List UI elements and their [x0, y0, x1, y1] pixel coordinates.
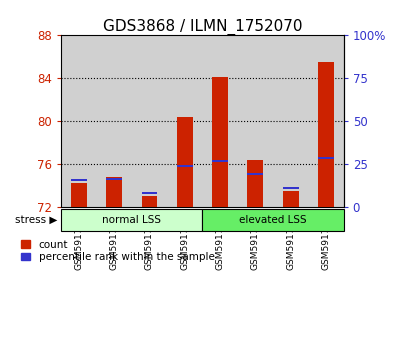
Bar — [308, 35, 344, 207]
Bar — [202, 35, 238, 207]
Bar — [106, 178, 122, 181]
Bar — [273, 35, 308, 207]
Bar — [318, 156, 334, 159]
Bar — [96, 35, 132, 207]
Legend: count, percentile rank within the sample: count, percentile rank within the sample — [21, 240, 214, 262]
Bar — [141, 192, 158, 194]
Bar — [71, 179, 87, 182]
Bar — [177, 165, 193, 167]
Bar — [106, 177, 122, 207]
Bar — [132, 35, 167, 207]
Bar — [61, 209, 202, 231]
Bar — [141, 196, 158, 207]
Bar — [212, 160, 228, 162]
Bar — [177, 117, 193, 207]
Bar — [167, 35, 202, 207]
Bar — [283, 191, 299, 207]
Bar — [318, 62, 334, 207]
Text: normal LSS: normal LSS — [102, 215, 161, 225]
Text: stress ▶: stress ▶ — [15, 215, 57, 225]
Bar — [283, 187, 299, 189]
Bar — [247, 173, 263, 175]
Bar — [71, 183, 87, 207]
Bar — [247, 160, 263, 207]
Bar — [61, 35, 96, 207]
Title: GDS3868 / ILMN_1752070: GDS3868 / ILMN_1752070 — [103, 19, 302, 35]
Text: elevated LSS: elevated LSS — [239, 215, 307, 225]
Bar — [202, 209, 344, 231]
Bar — [238, 35, 273, 207]
Bar — [212, 77, 228, 207]
